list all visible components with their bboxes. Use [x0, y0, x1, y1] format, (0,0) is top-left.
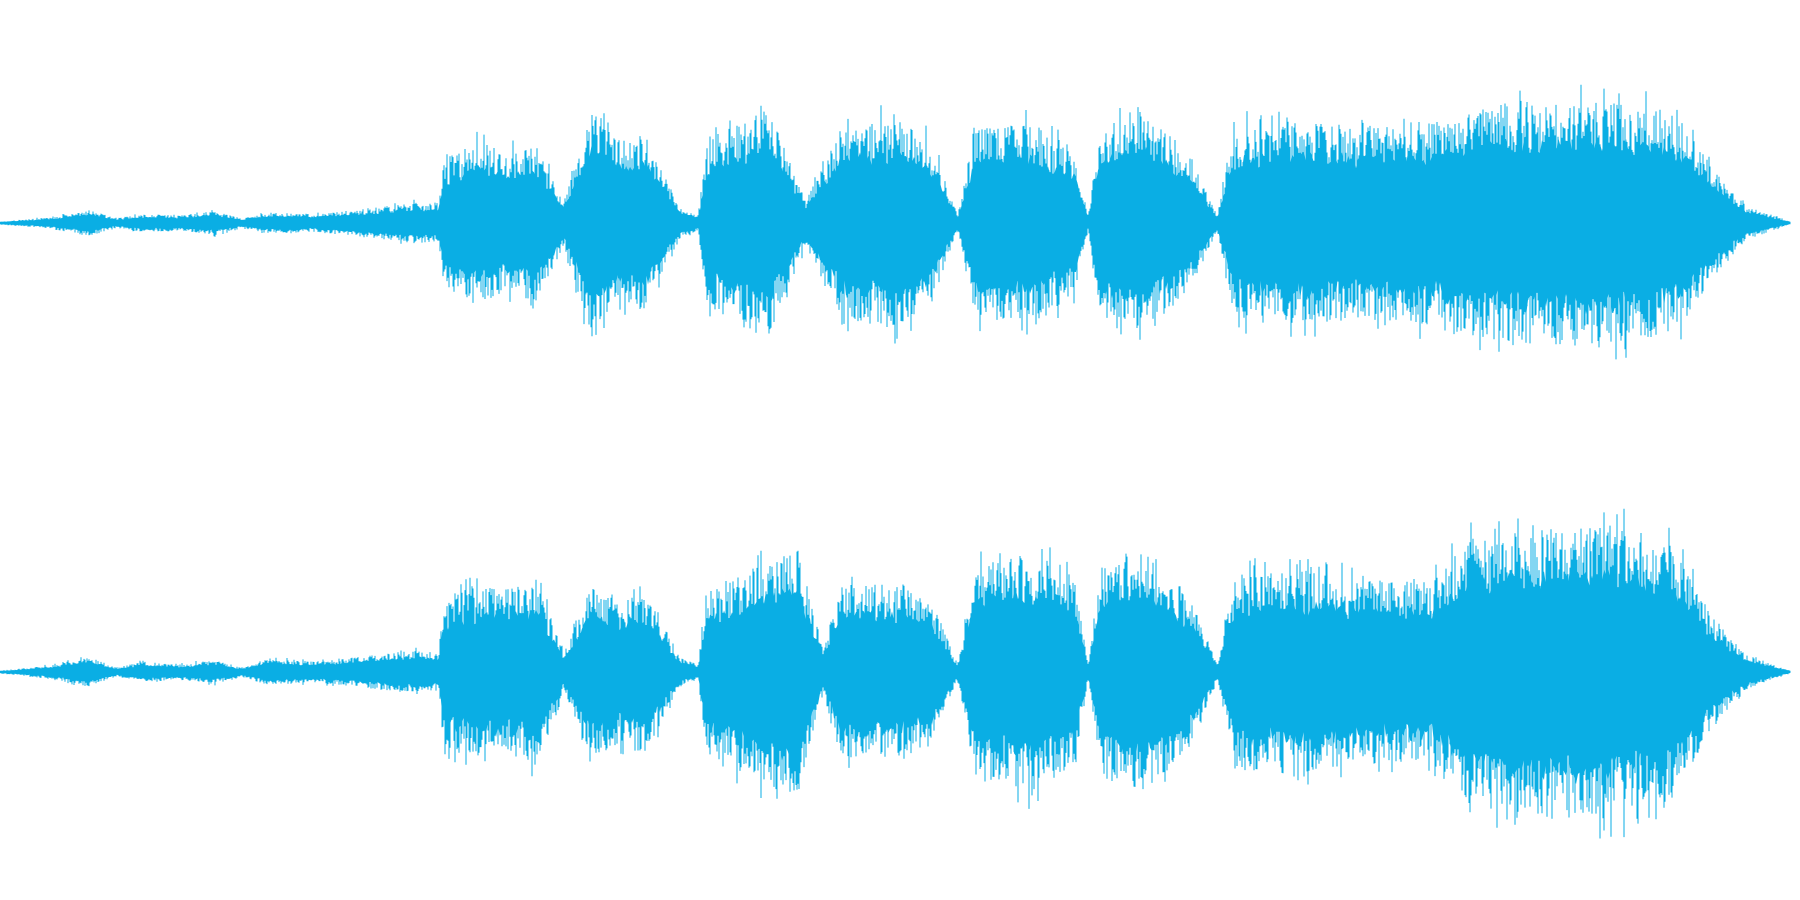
waveform-channel-bottom	[0, 508, 1791, 839]
waveform-channel-top	[0, 84, 1791, 360]
waveform-peaks	[0, 508, 1791, 839]
